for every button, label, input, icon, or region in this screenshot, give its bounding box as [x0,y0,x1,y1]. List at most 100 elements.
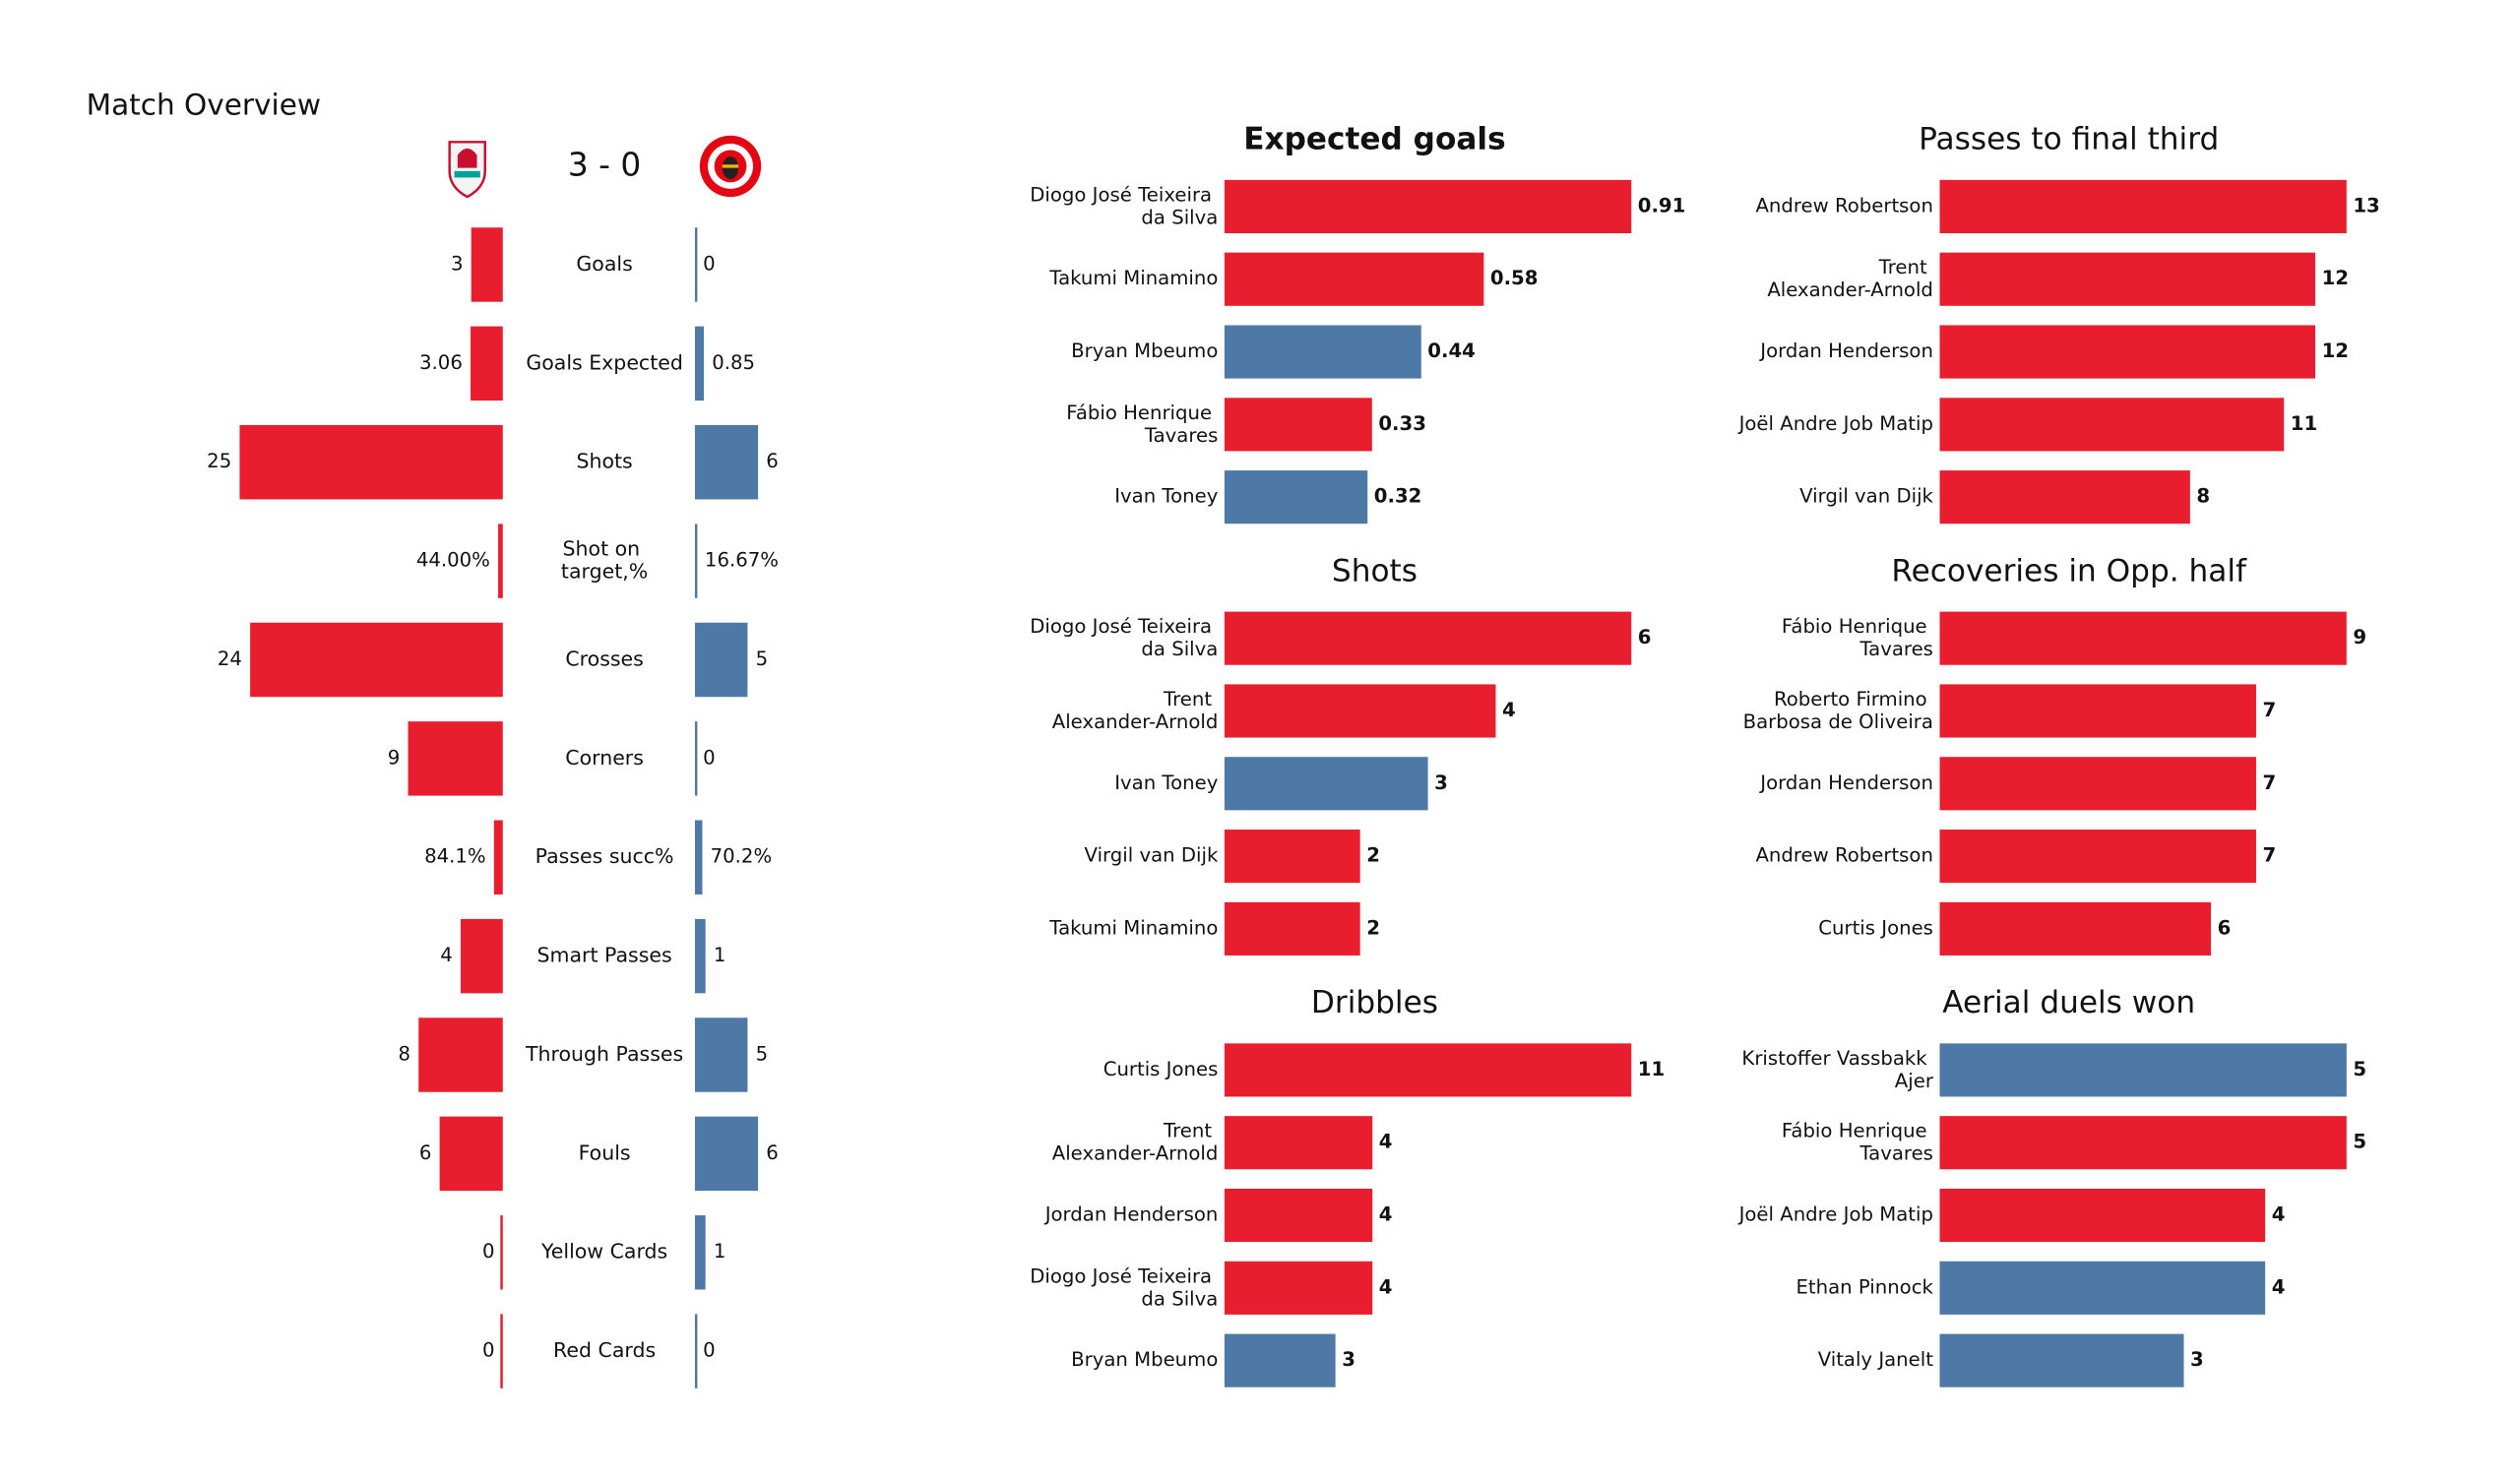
value-label: 8 [2196,485,2210,508]
player-label: Vitaly Janelt [1818,1348,1934,1371]
value-label: 6 [419,1141,432,1164]
player-label: Trent Alexander-Arnold [1052,687,1219,732]
value-label: 3 [1434,771,1448,794]
value-label: 0.85 [712,351,755,374]
value-label: 25 [207,450,231,472]
value-label: 4 [1379,1203,1393,1226]
bar [1224,470,1368,524]
bar [1224,325,1421,379]
bar [1224,901,1360,956]
bar [408,721,503,796]
bar [694,524,698,598]
home-crest [448,141,486,199]
value-label: 4 [2272,1275,2286,1298]
bar [1939,398,2285,452]
value-label: 9 [388,746,401,769]
player-label: Trent Alexander-Arnold [1767,256,1933,301]
value-label: 3 [2190,1348,2204,1371]
bar [1224,1116,1373,1170]
bar [1224,757,1428,811]
bar [1939,470,2190,524]
value-label: 2 [1366,844,1380,867]
value-label: 12 [2322,267,2349,289]
bar [471,326,503,401]
value-label: 8 [398,1042,410,1065]
player-label: Takumi Minamino [1048,916,1218,939]
bar [1939,1116,2347,1170]
bar [418,1018,503,1092]
player-label: Trent Alexander-Arnold [1052,1119,1219,1164]
bar [500,1215,503,1290]
value-label: 4 [1379,1275,1393,1298]
value-label: 6 [766,1141,779,1164]
value-label: 7 [2263,844,2277,867]
player-label: Andrew Robertson [1755,194,1932,216]
player-label: Roberto Firmino Barbosa de Oliveira [1743,687,1933,732]
bar [1939,179,2347,233]
bar [694,227,698,302]
bar [439,1116,503,1192]
value-label: 0 [703,252,716,275]
score: 3 - 0 [568,146,641,183]
value-label: 44.00% [416,549,490,572]
bar [1224,611,1632,665]
player-label: Joël Andre Job Matip [1737,412,1933,435]
stat-label: Passes succ% [536,844,674,868]
player-label: Kristoffer Vassbakk Ajer [1741,1046,1933,1091]
bar [1224,179,1632,233]
player-label: Takumi Minamino [1048,267,1218,289]
bar [1224,1261,1373,1315]
player-label: Ivan Toney [1114,485,1218,508]
bar [694,622,748,698]
value-label: 4 [440,944,453,966]
stat-label: Fouls [579,1141,631,1164]
value-label: 5 [756,648,769,670]
bar [1939,830,2256,884]
bar [1939,901,2212,956]
value-label: 3.06 [419,351,463,374]
player-label: Joël Andre Job Matip [1737,1203,1933,1226]
player-label: Curtis Jones [1103,1058,1219,1080]
bar [500,1314,503,1388]
stat-label: Shot on target,% [561,537,648,584]
stat-label: Crosses [565,647,644,670]
bar [1224,684,1496,738]
player-label: Diogo José Teixeira da Silva [1030,615,1218,660]
bar [694,918,706,994]
bar [1939,1261,2266,1315]
value-label: 6 [1638,626,1652,648]
bar [1939,252,2316,306]
value-label: 0.91 [1638,194,1686,216]
value-label: 0.33 [1378,412,1426,435]
bar [1939,757,2256,811]
stat-label: Shots [576,450,632,473]
bar [1224,1043,1632,1097]
player-label: Virgil van Dijk [1085,844,1219,867]
chart-title: Dribbles [1311,985,1438,1020]
value-label: 84.1% [424,845,486,868]
value-label: 6 [2218,916,2232,939]
chart-title: Shots [1332,553,1418,588]
bar [694,425,759,500]
value-label: 5 [2353,1058,2366,1080]
bar [1224,830,1360,884]
value-label: 0.44 [1427,339,1476,362]
player-label: Jordan Henderson [1758,771,1933,794]
bar [694,721,698,796]
bar [694,820,703,894]
value-label: 2 [1366,916,1380,939]
value-label: 70.2% [711,845,773,868]
value-label: 1 [714,1240,726,1263]
player-label: Diogo José Teixeira da Silva [1030,183,1218,228]
bar [471,227,503,302]
bar [498,524,503,598]
bar [694,1215,706,1290]
bar [694,326,705,401]
bar [1939,1188,2266,1243]
value-label: 9 [2353,626,2366,648]
stat-label: Goals [576,252,632,276]
stat-label: Smart Passes [537,944,672,967]
value-label: 6 [766,450,779,472]
